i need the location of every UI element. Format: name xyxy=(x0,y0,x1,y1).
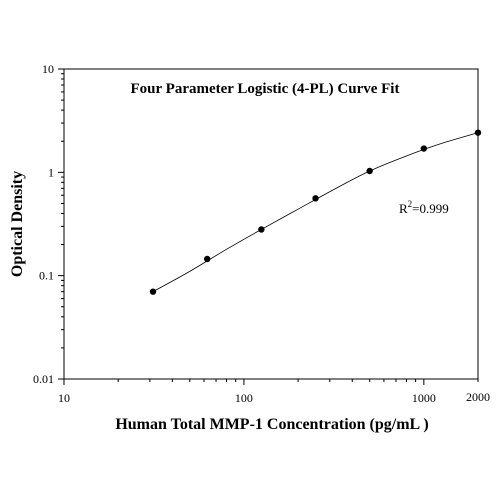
r-squared-value: =0.999 xyxy=(412,201,449,216)
data-points-layer xyxy=(149,129,482,295)
y-axis-title: Optical Density xyxy=(9,171,26,277)
plot-frame xyxy=(63,68,479,380)
y-tick-label: 1 xyxy=(48,165,54,179)
data-point xyxy=(420,145,428,152)
data-point xyxy=(203,255,211,263)
data-point xyxy=(312,195,319,202)
data-point xyxy=(258,226,265,233)
y-tick-label: 10 xyxy=(42,62,54,76)
x-tick-label: 2000 xyxy=(466,390,490,404)
x-tick-label: 100 xyxy=(235,391,253,405)
r-squared-superscript: 2 xyxy=(408,199,413,209)
data-point xyxy=(474,129,482,136)
plot-border xyxy=(63,68,479,380)
axis-ticks xyxy=(58,68,479,385)
data-point xyxy=(149,288,157,295)
x-tick-label: 10 xyxy=(58,391,70,405)
y-tick-label: 0.1 xyxy=(39,269,54,283)
y-tick-label: 0.01 xyxy=(33,372,54,386)
data-point xyxy=(366,167,373,175)
tick-labels: 0.01 0.1 1 10 10 100 1000 2000 xyxy=(33,62,490,405)
chart-title: Four Parameter Logistic (4-PL) Curve Fit xyxy=(131,81,400,97)
r-squared-symbol: R xyxy=(399,201,408,216)
x-tick-label: 1000 xyxy=(412,391,436,405)
r-squared-annotation: R2=0.999 xyxy=(399,199,449,216)
x-axis-title: Human Total MMP-1 Concentration (pg/mL ) xyxy=(115,416,428,433)
